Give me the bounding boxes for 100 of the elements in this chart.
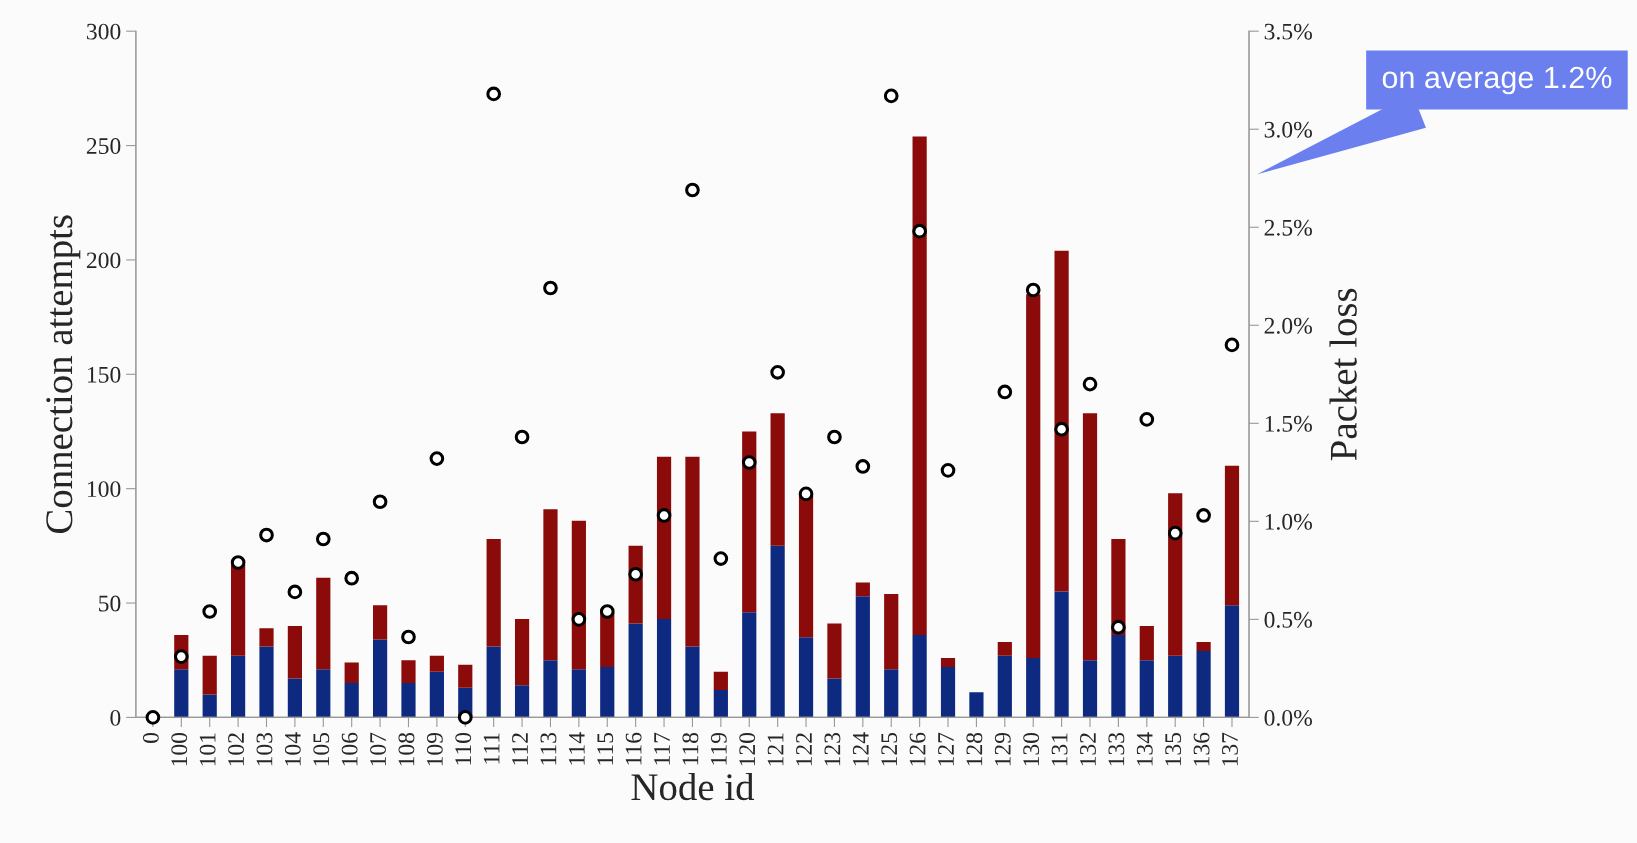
bar — [798, 495, 814, 638]
bar — [1224, 465, 1240, 606]
point — [997, 384, 1013, 400]
y-tick-label: 250 — [86, 138, 121, 154]
y2-tick-label: 0.0% — [1264, 709, 1312, 726]
point — [173, 649, 189, 664]
bar — [543, 509, 558, 661]
bar — [1054, 591, 1069, 718]
point — [344, 570, 360, 586]
point — [713, 551, 729, 566]
x-tick-label: 128 — [966, 732, 983, 766]
point — [1196, 508, 1211, 523]
point — [401, 629, 416, 645]
x-tick-label: 123 — [824, 732, 841, 766]
x-tick-label: 132 — [1080, 733, 1096, 766]
x-tick-label: 101 — [199, 733, 216, 766]
point — [571, 612, 587, 627]
bar — [372, 639, 388, 718]
x-tick-label: 104 — [284, 732, 301, 766]
bar — [997, 655, 1012, 718]
x-tick-label: 114 — [568, 732, 585, 765]
bar — [912, 136, 927, 636]
x-tick-label: 110 — [455, 732, 472, 765]
bar — [884, 669, 899, 718]
x-tick-label: 127 — [938, 732, 954, 766]
bar — [514, 685, 530, 718]
point — [1082, 376, 1098, 392]
bar — [884, 593, 899, 670]
x-tick-label: 0 — [142, 732, 159, 743]
x-tick-label: 100 — [171, 732, 188, 766]
bar — [770, 413, 785, 546]
x-tick-label: 131 — [1051, 733, 1068, 766]
bar — [1082, 413, 1098, 661]
y-tick-label: 150 — [87, 366, 121, 383]
bar — [287, 678, 302, 718]
point — [855, 459, 871, 474]
bar — [429, 655, 444, 672]
x-tick-label: 113 — [540, 732, 557, 765]
x-tick-label: 111 — [483, 733, 500, 764]
x-tick-label: 106 — [341, 732, 358, 766]
x-tick-label: 133 — [1108, 732, 1125, 766]
bar — [401, 683, 416, 718]
x-tick-label: 121 — [767, 733, 784, 766]
bar — [912, 635, 927, 718]
bar — [1139, 660, 1154, 718]
bar — [713, 671, 728, 690]
bar — [514, 619, 530, 686]
x-tick-label: 112 — [512, 733, 528, 765]
y2-tick-label: 0.5% — [1264, 611, 1312, 628]
bar — [287, 625, 302, 679]
y-tick-label: 100 — [87, 481, 121, 498]
bar — [259, 646, 274, 718]
bar — [656, 456, 672, 620]
point — [599, 604, 615, 619]
bar — [855, 596, 870, 718]
bar — [656, 619, 672, 718]
x-tick-label: 119 — [710, 732, 727, 765]
point — [883, 88, 899, 104]
x-tick-label: 125 — [881, 732, 898, 766]
x-tick-label: 122 — [796, 733, 812, 766]
point — [798, 486, 814, 502]
point — [230, 555, 246, 570]
bar — [1139, 625, 1154, 661]
bar — [458, 664, 473, 688]
point — [514, 429, 530, 445]
y-axis-title: Connection attempts — [46, 215, 81, 534]
y-tick-label: 200 — [86, 252, 121, 269]
bar — [344, 683, 359, 718]
bar — [713, 689, 728, 718]
y2-tick-label: 1.5% — [1265, 415, 1312, 432]
point — [145, 710, 161, 725]
y-tick-label: 50 — [99, 595, 121, 612]
bar — [372, 605, 388, 640]
point — [685, 182, 700, 198]
point — [315, 531, 331, 547]
x-tick-label: 103 — [256, 732, 273, 766]
x-tick-label: 135 — [1165, 732, 1182, 766]
bar — [231, 655, 246, 718]
bar — [770, 545, 785, 718]
point — [827, 429, 842, 445]
bar — [316, 577, 331, 670]
bar — [571, 669, 586, 718]
x-tick-label: 116 — [625, 732, 642, 765]
point — [656, 508, 672, 523]
text: on average 1.2% — [1382, 66, 1612, 95]
bar — [1196, 651, 1211, 718]
bar — [1196, 641, 1211, 652]
x-tick-label: 108 — [398, 732, 415, 766]
bar — [571, 520, 586, 670]
bar — [628, 623, 643, 718]
point — [259, 527, 274, 543]
bar — [742, 431, 757, 613]
bar — [1054, 250, 1069, 592]
point — [1224, 337, 1240, 353]
bar — [316, 669, 331, 718]
bar — [1026, 294, 1041, 658]
point — [1054, 421, 1069, 437]
bar — [1082, 660, 1098, 718]
bar — [231, 564, 246, 656]
bar — [1224, 605, 1240, 718]
